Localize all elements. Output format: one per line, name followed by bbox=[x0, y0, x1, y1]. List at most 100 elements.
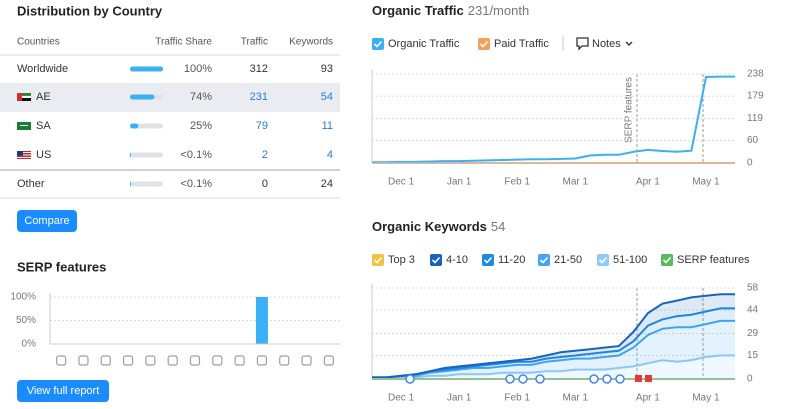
annotation: SERP features bbox=[624, 77, 635, 143]
legend-label[interactable]: Top 3 bbox=[388, 254, 415, 266]
y-tick-label: 0 bbox=[747, 158, 753, 169]
traffic: 312 bbox=[250, 63, 268, 75]
serp-marker bbox=[589, 374, 599, 384]
share-label: 74% bbox=[190, 91, 212, 103]
legend-checkbox[interactable] bbox=[478, 38, 490, 50]
country-name: AE bbox=[36, 91, 51, 103]
x-tick-label: Jan 1 bbox=[447, 393, 472, 404]
icon bbox=[167, 355, 178, 366]
y-tick-label: 29 bbox=[747, 328, 759, 339]
check bbox=[483, 256, 493, 264]
compare-label[interactable]: Compare bbox=[24, 215, 69, 227]
legend-label[interactable]: 11-20 bbox=[498, 254, 525, 266]
icon bbox=[301, 355, 312, 366]
check bbox=[539, 256, 549, 264]
keywords: 54 bbox=[321, 91, 333, 103]
line bbox=[372, 354, 735, 380]
legend-checkbox[interactable] bbox=[372, 38, 384, 50]
flag-sa bbox=[17, 122, 31, 130]
icon bbox=[323, 355, 334, 366]
flag-marker bbox=[635, 375, 642, 382]
legend-checkbox[interactable] bbox=[430, 254, 442, 266]
traffic-title: Organic Traffic bbox=[372, 3, 464, 18]
compare-button[interactable] bbox=[17, 210, 77, 232]
keywords: 24 bbox=[321, 178, 333, 190]
column-header: Countries bbox=[17, 37, 60, 48]
flag-us bbox=[17, 151, 31, 159]
icon bbox=[256, 355, 268, 366]
legend-checkbox[interactable] bbox=[597, 254, 609, 266]
legend-label[interactable]: 21-50 bbox=[554, 254, 582, 266]
traffic: 2 bbox=[262, 149, 268, 161]
y-tick-label: 50% bbox=[16, 315, 36, 326]
country-name: SA bbox=[36, 120, 51, 132]
notes-label[interactable]: Notes bbox=[592, 38, 621, 50]
icon bbox=[212, 355, 223, 366]
notes-icon[interactable] bbox=[576, 37, 589, 51]
column-header: Traffic Share bbox=[155, 37, 212, 48]
x-tick-label: Apr 1 bbox=[636, 177, 660, 188]
share-label: 25% bbox=[190, 120, 212, 132]
area bbox=[372, 320, 735, 379]
y-tick-label: 0% bbox=[22, 339, 37, 350]
y-tick-label: 119 bbox=[747, 113, 763, 124]
column-header: Keywords bbox=[289, 37, 333, 48]
serp-title: SERP features bbox=[17, 259, 106, 274]
y-tick-label: 179 bbox=[747, 91, 764, 102]
keywords-subtitle: 54 bbox=[491, 219, 505, 234]
country-name: US bbox=[36, 149, 51, 161]
share-bar bbox=[130, 181, 131, 187]
keywords-title: Organic Keywords bbox=[372, 219, 487, 234]
view-report-label[interactable]: View full report bbox=[27, 385, 100, 397]
traffic: 231 bbox=[250, 91, 268, 103]
legend-label[interactable]: 4-10 bbox=[446, 254, 468, 266]
legend-label[interactable]: SERP features bbox=[677, 254, 750, 266]
legend-label[interactable]: Organic Traffic bbox=[388, 38, 460, 50]
x-tick-label: Dec 1 bbox=[388, 177, 415, 188]
traffic-subtitle: 231/month bbox=[468, 3, 529, 18]
bar bbox=[255, 297, 268, 344]
icon bbox=[122, 355, 134, 366]
share-track bbox=[130, 123, 163, 129]
share-label: <0.1% bbox=[181, 149, 213, 161]
column-header: Traffic bbox=[241, 37, 268, 48]
serp-marker bbox=[505, 374, 515, 384]
chevron[interactable] bbox=[625, 41, 633, 46]
share-track bbox=[130, 181, 163, 187]
flag-ae bbox=[17, 93, 32, 101]
share-bar bbox=[130, 66, 163, 72]
legend-label[interactable]: Paid Traffic bbox=[494, 38, 549, 50]
x-tick-label: Dec 1 bbox=[388, 393, 415, 404]
icon bbox=[56, 355, 67, 366]
legend-checkbox[interactable] bbox=[482, 254, 494, 266]
table-title: Distribution by Country bbox=[17, 3, 163, 18]
x-tick-label: May 1 bbox=[692, 177, 720, 188]
icon bbox=[234, 355, 245, 366]
legend-checkbox[interactable] bbox=[661, 254, 673, 266]
y-tick-label: 15 bbox=[747, 350, 759, 361]
check bbox=[479, 40, 489, 48]
y-tick-label: 58 bbox=[747, 283, 759, 294]
legend-checkbox[interactable] bbox=[372, 254, 384, 266]
keywords-heading: Organic Keywords 54 bbox=[372, 219, 505, 234]
y-tick-label: 238 bbox=[747, 69, 764, 80]
share-bar bbox=[130, 152, 131, 158]
keywords: 93 bbox=[321, 63, 333, 75]
row-highlight bbox=[0, 83, 340, 112]
legend-label[interactable]: 51-100 bbox=[613, 254, 647, 266]
legend-checkbox[interactable] bbox=[538, 254, 550, 266]
serp-marker bbox=[518, 374, 528, 384]
serp-marker bbox=[602, 374, 612, 384]
x-tick-label: Apr 1 bbox=[636, 393, 660, 404]
check bbox=[662, 256, 672, 264]
share-bar bbox=[130, 94, 155, 100]
check bbox=[431, 256, 441, 264]
country-name: Worldwide bbox=[17, 63, 68, 75]
y-tick-label: 60 bbox=[747, 135, 759, 146]
view-report-button[interactable] bbox=[17, 380, 109, 402]
check bbox=[373, 40, 383, 48]
icon bbox=[279, 355, 290, 366]
keywords: 11 bbox=[322, 120, 333, 132]
traffic-heading: Organic Traffic 231/month bbox=[372, 3, 529, 18]
